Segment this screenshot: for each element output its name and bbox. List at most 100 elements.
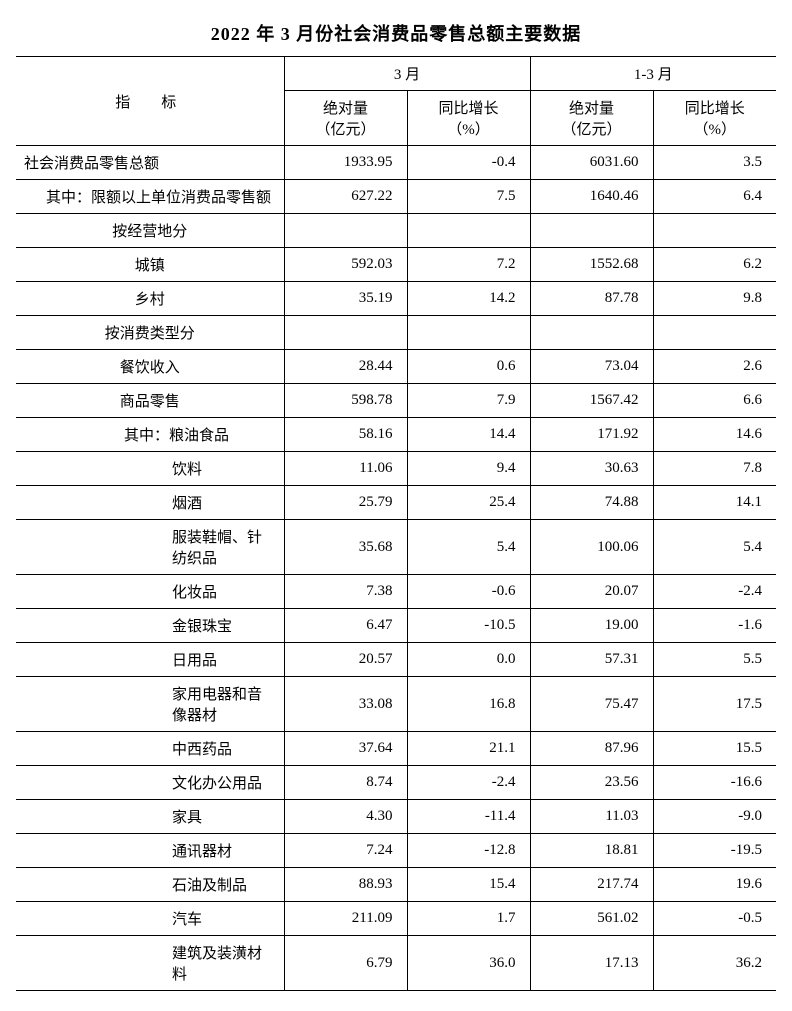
cell-m_yoy: 14.4 bbox=[407, 418, 530, 452]
table-row: 通讯器材7.24-12.818.81-19.5 bbox=[16, 834, 776, 868]
cell-c_yoy: -0.5 bbox=[653, 902, 776, 936]
cell-m_yoy: 16.8 bbox=[407, 677, 530, 732]
cell-m_yoy bbox=[407, 316, 530, 350]
cell-m_yoy bbox=[407, 214, 530, 248]
row-label: 按消费类型分 bbox=[16, 316, 284, 350]
cell-c_yoy: -16.6 bbox=[653, 766, 776, 800]
cell-m_abs: 7.24 bbox=[284, 834, 407, 868]
cell-c_abs: 73.04 bbox=[530, 350, 653, 384]
cell-m_yoy: -11.4 bbox=[407, 800, 530, 834]
row-label: 乡村 bbox=[16, 282, 284, 316]
row-label: 其中：粮油食品 bbox=[16, 418, 284, 452]
cell-c_yoy: -9.0 bbox=[653, 800, 776, 834]
cell-c_yoy: 15.5 bbox=[653, 732, 776, 766]
row-label: 按经营地分 bbox=[16, 214, 284, 248]
table-row: 城镇592.037.21552.686.2 bbox=[16, 248, 776, 282]
cell-c_abs bbox=[530, 214, 653, 248]
cell-c_yoy: 3.5 bbox=[653, 146, 776, 180]
row-label: 日用品 bbox=[16, 643, 284, 677]
header-yoy-label: 同比增长 bbox=[439, 101, 499, 117]
header-q1-abs: 绝对量 （亿元） bbox=[530, 91, 653, 146]
header-abs-label: 绝对量 bbox=[569, 101, 614, 117]
cell-c_yoy: 9.8 bbox=[653, 282, 776, 316]
table-row: 按消费类型分 bbox=[16, 316, 776, 350]
cell-c_yoy: 5.5 bbox=[653, 643, 776, 677]
table-row: 烟酒25.7925.474.8814.1 bbox=[16, 486, 776, 520]
cell-m_abs: 7.38 bbox=[284, 575, 407, 609]
cell-c_yoy: -1.6 bbox=[653, 609, 776, 643]
cell-c_abs: 100.06 bbox=[530, 520, 653, 575]
cell-c_abs: 171.92 bbox=[530, 418, 653, 452]
header-indicator: 指 标 bbox=[16, 57, 284, 146]
row-label: 化妆品 bbox=[16, 575, 284, 609]
cell-m_abs: 58.16 bbox=[284, 418, 407, 452]
table-row: 日用品20.570.057.315.5 bbox=[16, 643, 776, 677]
cell-m_abs: 598.78 bbox=[284, 384, 407, 418]
cell-m_abs: 11.06 bbox=[284, 452, 407, 486]
cell-c_yoy bbox=[653, 316, 776, 350]
row-label: 餐饮收入 bbox=[16, 350, 284, 384]
header-indicator-text: 指 标 bbox=[115, 95, 184, 111]
cell-m_yoy: 1.7 bbox=[407, 902, 530, 936]
cell-m_yoy: -0.6 bbox=[407, 575, 530, 609]
cell-c_abs: 57.31 bbox=[530, 643, 653, 677]
cell-m_yoy: -10.5 bbox=[407, 609, 530, 643]
cell-m_abs: 25.79 bbox=[284, 486, 407, 520]
row-label: 通讯器材 bbox=[16, 834, 284, 868]
row-label: 金银珠宝 bbox=[16, 609, 284, 643]
row-label: 石油及制品 bbox=[16, 868, 284, 902]
row-label: 汽车 bbox=[16, 902, 284, 936]
table-row: 文化办公用品8.74-2.423.56-16.6 bbox=[16, 766, 776, 800]
cell-c_abs: 20.07 bbox=[530, 575, 653, 609]
table-row: 商品零售598.787.91567.426.6 bbox=[16, 384, 776, 418]
cell-m_yoy: -0.4 bbox=[407, 146, 530, 180]
table-row: 家用电器和音像器材33.0816.875.4717.5 bbox=[16, 677, 776, 732]
cell-m_yoy: 7.9 bbox=[407, 384, 530, 418]
header-march-yoy: 同比增长 （%） bbox=[407, 91, 530, 146]
row-label: 其中：限额以上单位消费品零售额 bbox=[16, 180, 284, 214]
cell-c_yoy: 14.1 bbox=[653, 486, 776, 520]
table-row: 石油及制品88.9315.4217.7419.6 bbox=[16, 868, 776, 902]
cell-m_yoy: 0.6 bbox=[407, 350, 530, 384]
cell-m_abs: 6.79 bbox=[284, 936, 407, 991]
cell-c_yoy: 6.6 bbox=[653, 384, 776, 418]
cell-c_abs: 17.13 bbox=[530, 936, 653, 991]
cell-m_yoy: 0.0 bbox=[407, 643, 530, 677]
cell-m_yoy: 36.0 bbox=[407, 936, 530, 991]
cell-m_abs bbox=[284, 214, 407, 248]
cell-c_abs: 11.03 bbox=[530, 800, 653, 834]
table-row: 乡村35.1914.287.789.8 bbox=[16, 282, 776, 316]
header-yoy-unit: （%） bbox=[694, 122, 737, 138]
cell-m_yoy: -12.8 bbox=[407, 834, 530, 868]
cell-m_yoy: 7.5 bbox=[407, 180, 530, 214]
table-title: 2022 年 3 月份社会消费品零售总额主要数据 bbox=[16, 20, 776, 46]
cell-m_abs: 6.47 bbox=[284, 609, 407, 643]
cell-m_yoy: 14.2 bbox=[407, 282, 530, 316]
cell-m_yoy: 25.4 bbox=[407, 486, 530, 520]
retail-data-table: 指 标 3 月 1-3 月 绝对量 （亿元） 同比增长 （%） 绝对量 （亿元）… bbox=[16, 56, 776, 991]
cell-m_abs: 37.64 bbox=[284, 732, 407, 766]
row-label: 文化办公用品 bbox=[16, 766, 284, 800]
cell-c_yoy: 7.8 bbox=[653, 452, 776, 486]
cell-m_abs: 592.03 bbox=[284, 248, 407, 282]
row-label: 烟酒 bbox=[16, 486, 284, 520]
table-row: 餐饮收入28.440.673.042.6 bbox=[16, 350, 776, 384]
header-march-abs: 绝对量 （亿元） bbox=[284, 91, 407, 146]
cell-c_yoy: 6.4 bbox=[653, 180, 776, 214]
cell-c_abs: 1640.46 bbox=[530, 180, 653, 214]
cell-m_yoy: 15.4 bbox=[407, 868, 530, 902]
cell-m_abs: 211.09 bbox=[284, 902, 407, 936]
cell-m_abs: 8.74 bbox=[284, 766, 407, 800]
header-abs-label: 绝对量 bbox=[323, 101, 368, 117]
row-label: 服装鞋帽、针纺织品 bbox=[16, 520, 284, 575]
header-period-q1: 1-3 月 bbox=[530, 57, 776, 91]
cell-c_yoy: 19.6 bbox=[653, 868, 776, 902]
cell-m_yoy: -2.4 bbox=[407, 766, 530, 800]
cell-m_abs bbox=[284, 316, 407, 350]
cell-c_yoy: 6.2 bbox=[653, 248, 776, 282]
cell-m_abs: 627.22 bbox=[284, 180, 407, 214]
cell-c_abs: 74.88 bbox=[530, 486, 653, 520]
cell-m_yoy: 7.2 bbox=[407, 248, 530, 282]
row-label: 中西药品 bbox=[16, 732, 284, 766]
cell-m_abs: 88.93 bbox=[284, 868, 407, 902]
